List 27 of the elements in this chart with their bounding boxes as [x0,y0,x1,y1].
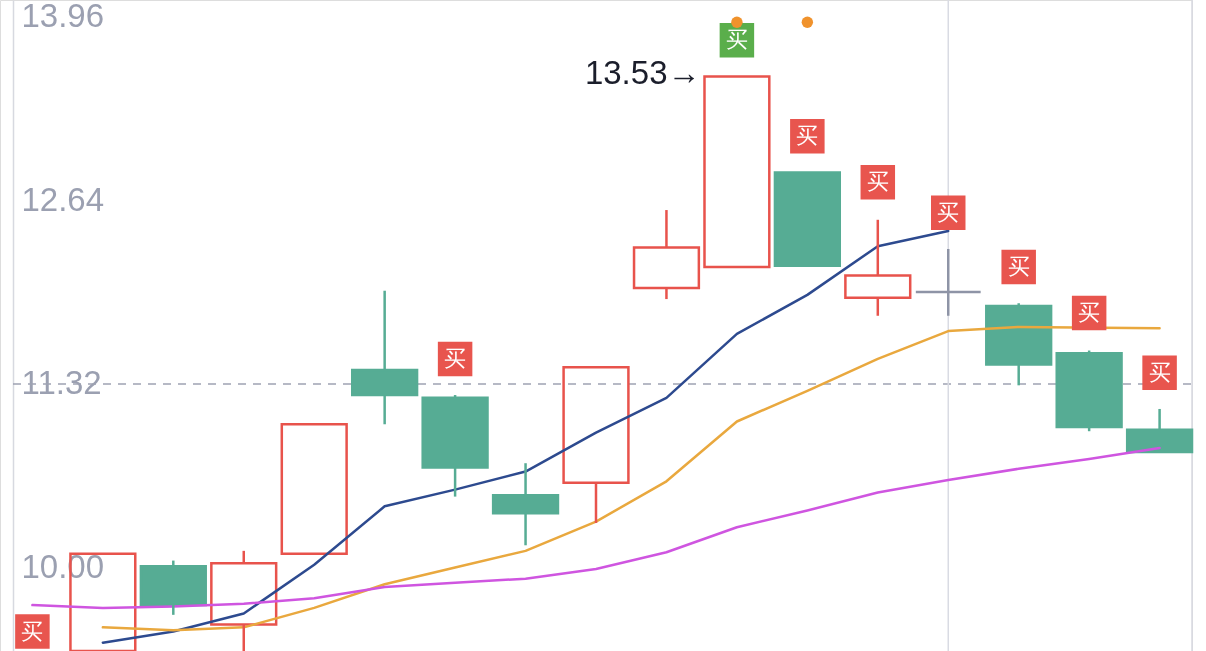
y-tick-label: 11.32 [21,364,102,402]
y-tick-label: 13.96 [21,0,105,35]
text: 买 [796,123,819,149]
series-label: 买 [444,345,467,371]
candlestick [491,461,560,547]
candlestick [773,171,841,267]
candlestick [703,75,771,269]
y-tick-label: 12.64 [21,180,105,218]
point [731,16,743,28]
candlestick [139,559,207,617]
candlestick [914,247,982,318]
candlestick [985,301,1053,387]
text: 买 [1078,299,1101,325]
point [801,16,814,28]
candlestick [562,365,630,525]
text: 买 [21,618,44,644]
candlestick [280,423,348,555]
candlestick [1125,407,1194,454]
annotation: 13.53→ [584,53,701,91]
candlestick [632,208,701,301]
text: 买 [1148,359,1171,385]
candlestick [844,218,912,318]
text: 买 [866,169,889,195]
text: 买 [725,27,748,53]
candlestick [351,289,419,426]
text: 买 [937,199,960,225]
text: 买 [1007,254,1030,280]
